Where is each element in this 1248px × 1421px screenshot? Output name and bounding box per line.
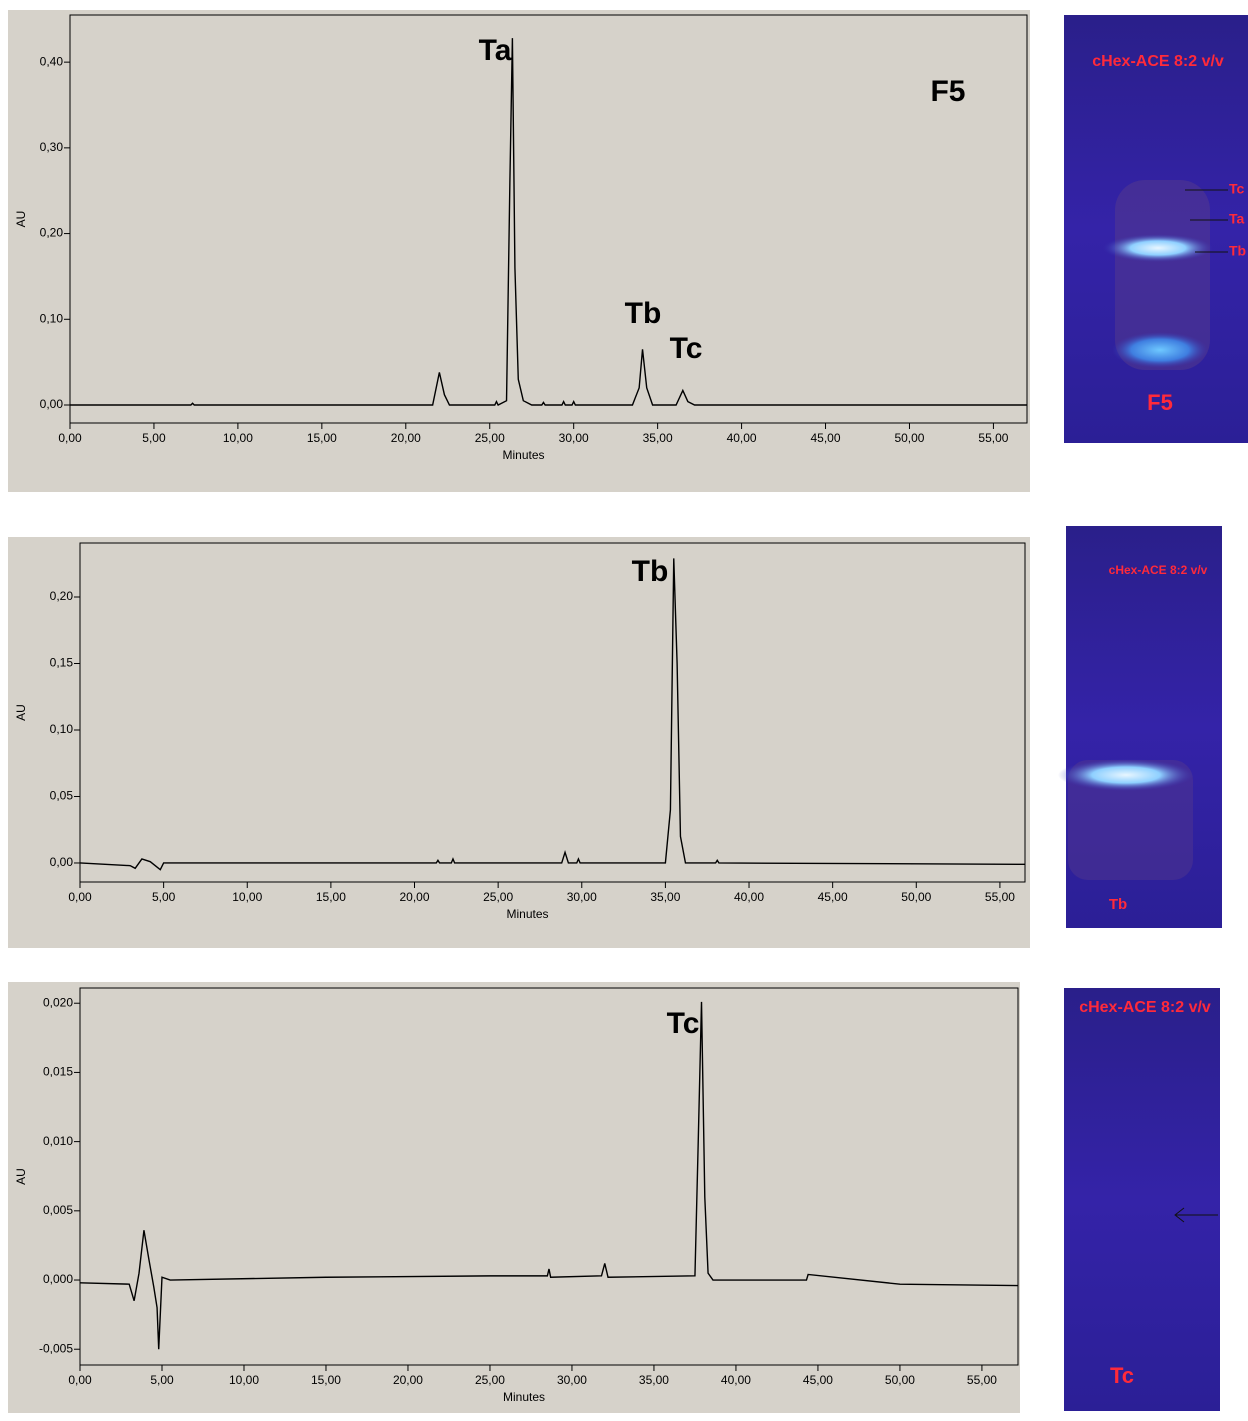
y-tick-label: 0,30 <box>40 140 64 154</box>
x-tick-label: 45,00 <box>818 890 848 904</box>
x-tick-label: 25,00 <box>475 1373 505 1387</box>
x-axis-label: Minutes <box>503 1390 545 1404</box>
tlc-solvent: cHex-ACE 8:2 v/v <box>1079 999 1211 1016</box>
x-tick-label: 5,00 <box>142 431 166 445</box>
y-tick-label: 0,20 <box>40 226 64 240</box>
y-tick-label: -0,005 <box>39 1341 73 1355</box>
peak-annotation: F5 <box>930 75 965 108</box>
plot-frame <box>79 542 1026 883</box>
x-tick-label: 35,00 <box>639 1373 669 1387</box>
y-tick-label: 0,005 <box>43 1203 73 1217</box>
x-tick-label: 25,00 <box>483 890 513 904</box>
y-tick-label: 0,10 <box>40 311 64 325</box>
peak-annotation: Tc <box>670 332 703 365</box>
y-tick-label: 0,020 <box>43 995 73 1009</box>
tlc-spot-label: Ta <box>1229 211 1245 227</box>
x-tick-label: 15,00 <box>316 890 346 904</box>
peak-annotation: Ta <box>479 34 512 67</box>
x-tick-label: 50,00 <box>894 431 924 445</box>
y-tick-label: 0,010 <box>43 1134 73 1148</box>
x-tick-label: 10,00 <box>223 431 253 445</box>
x-tick-label: 10,00 <box>232 890 262 904</box>
chart-panel <box>8 982 1020 1413</box>
y-axis-label: AU <box>14 211 28 228</box>
x-axis-label: Minutes <box>502 448 544 462</box>
x-tick-label: 0,00 <box>68 890 92 904</box>
trace <box>70 38 1027 406</box>
x-tick-label: 50,00 <box>885 1373 915 1387</box>
x-tick-label: 10,00 <box>229 1373 259 1387</box>
y-tick-label: 0,00 <box>40 397 64 411</box>
trace <box>79 1001 1019 1350</box>
x-tick-label: 40,00 <box>721 1373 751 1387</box>
x-tick-label: 40,00 <box>727 431 757 445</box>
x-tick-label: 15,00 <box>311 1373 341 1387</box>
chart-panel <box>8 10 1030 492</box>
y-axis-label: AU <box>14 1168 28 1185</box>
tlc-plate: cHex-ACE 8:2 v/v Tb <box>1058 526 1222 928</box>
x-axis-label: Minutes <box>506 907 548 921</box>
x-tick-label: 5,00 <box>150 1373 174 1387</box>
tlc-sample: Tb <box>1109 896 1127 913</box>
y-tick-label: 0,05 <box>50 789 74 803</box>
x-tick-label: 0,00 <box>68 1373 92 1387</box>
x-tick-label: 30,00 <box>567 890 597 904</box>
tlc-solvent: cHex-ACE 8:2 v/v <box>1092 53 1224 70</box>
x-tick-label: 5,00 <box>152 890 176 904</box>
x-tick-label: 30,00 <box>557 1373 587 1387</box>
y-tick-label: 0,015 <box>43 1065 73 1079</box>
y-tick-label: 0,00 <box>50 855 74 869</box>
chromatogram: 0,00 5,00 10,00 15,00 20,00 25,00 30,00 35,00 40… <box>8 537 1030 948</box>
y-tick-label: 0,40 <box>40 54 64 68</box>
x-tick-label: 45,00 <box>803 1373 833 1387</box>
x-tick-label: 30,00 <box>559 431 589 445</box>
y-axis-label: AU <box>14 704 28 721</box>
x-tick-label: 25,00 <box>475 431 505 445</box>
plot-frame <box>79 987 1019 1366</box>
y-tick-label: 0,20 <box>50 589 74 603</box>
x-tick-label: 35,00 <box>643 431 673 445</box>
chart-panel <box>8 537 1030 948</box>
tlc-plate: cHex-ACE 8:2 v/v Tc Ta Tb F5 <box>1064 15 1248 443</box>
x-tick-label: 45,00 <box>811 431 841 445</box>
y-tick-label: 0,15 <box>50 656 74 670</box>
tlc-spot-label: Tb <box>1229 243 1246 259</box>
tlc-plate: cHex-ACE 8:2 v/v Tc <box>1064 988 1220 1411</box>
peak-annotation: Tc <box>667 1007 700 1040</box>
peak-annotation: Tb <box>632 555 669 588</box>
tlc-sample: Tc <box>1110 1363 1134 1388</box>
y-tick-label: 0,000 <box>43 1272 73 1286</box>
chromatogram: 0,00 5,00 10,00 15,00 20,00 25,00 30,00 35,00 40… <box>8 982 1020 1413</box>
x-tick-label: 50,00 <box>901 890 931 904</box>
x-tick-label: 35,00 <box>650 890 680 904</box>
x-tick-label: 55,00 <box>967 1373 997 1387</box>
y-tick-label: 0,10 <box>50 722 74 736</box>
tlc-solvent: cHex-ACE 8:2 v/v <box>1109 563 1208 577</box>
trace <box>79 558 1026 871</box>
x-tick-label: 15,00 <box>307 431 337 445</box>
peak-annotation: Tb <box>625 297 662 330</box>
x-tick-label: 55,00 <box>978 431 1008 445</box>
tlc-spot-label: Tc <box>1229 181 1245 197</box>
x-tick-label: 20,00 <box>399 890 429 904</box>
x-tick-label: 20,00 <box>393 1373 423 1387</box>
chromatogram: 0,00 5,00 10,00 15,00 20,00 25,00 30,00 35,00 40… <box>8 10 1030 492</box>
x-tick-label: 40,00 <box>734 890 764 904</box>
plot-frame <box>69 14 1028 424</box>
x-tick-label: 55,00 <box>985 890 1015 904</box>
x-tick-label: 20,00 <box>391 431 421 445</box>
x-tick-label: 0,00 <box>58 431 82 445</box>
tlc-sample: F5 <box>1147 390 1173 415</box>
